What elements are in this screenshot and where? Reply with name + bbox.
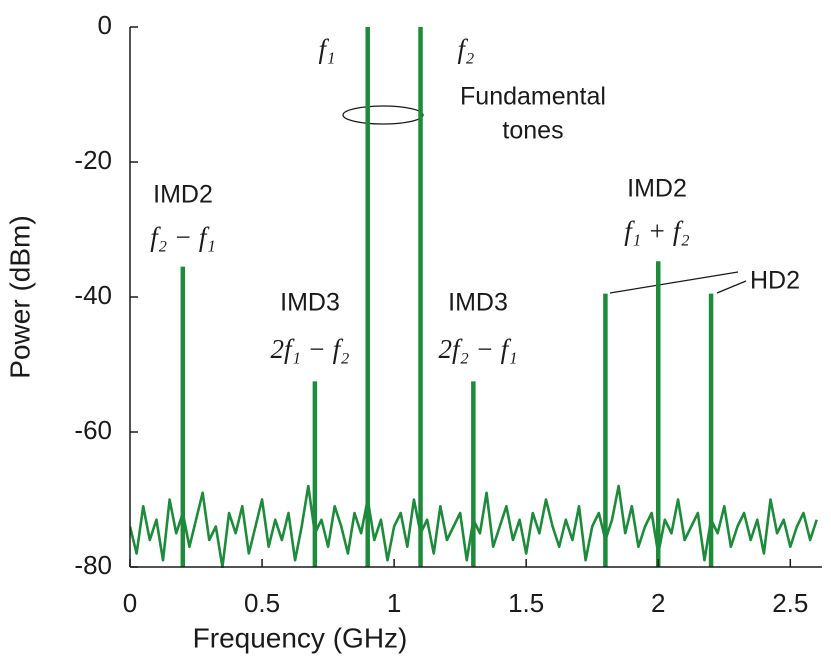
annotation: IMD3 <box>448 289 508 317</box>
annotation: f₂ − f₁ <box>150 222 216 252</box>
x-axis-label: Frequency (GHz) <box>193 622 408 653</box>
annotation: IMD2 <box>153 181 213 209</box>
y-tick-label: -40 <box>74 280 112 310</box>
x-tick-label: 2 <box>651 588 665 618</box>
annotation: IMD2 <box>627 175 687 203</box>
annotation: HD2 <box>750 267 800 295</box>
plot-area <box>130 27 818 568</box>
y-axis-label: Power (dBm) <box>4 215 35 378</box>
x-tick-label: 2.5 <box>772 588 808 618</box>
leader-line <box>609 271 739 294</box>
y-tick-label: 0 <box>98 10 112 40</box>
annotation: f₂ <box>458 34 475 64</box>
annotation: 2f₁ − f₂ <box>271 334 350 364</box>
annotation: tones <box>502 117 563 145</box>
annotation: IMD3 <box>280 289 340 317</box>
annotation: Fundamental <box>460 83 606 111</box>
annotation: f₁ + f₂ <box>624 216 690 246</box>
x-tick-label: 1.5 <box>508 588 544 618</box>
x-tick-label: 0.5 <box>244 588 280 618</box>
y-tick-label: -80 <box>74 550 112 580</box>
y-tick-label: -60 <box>74 415 112 445</box>
annotation: 2f₂ − f₁ <box>439 334 518 364</box>
y-tick-label: -20 <box>74 145 112 175</box>
tone-ellipse <box>342 105 424 125</box>
annotation: f₁ <box>319 34 336 64</box>
x-tick-label: 0 <box>123 588 137 618</box>
x-tick-label: 1 <box>387 588 401 618</box>
leader-line <box>716 280 747 294</box>
